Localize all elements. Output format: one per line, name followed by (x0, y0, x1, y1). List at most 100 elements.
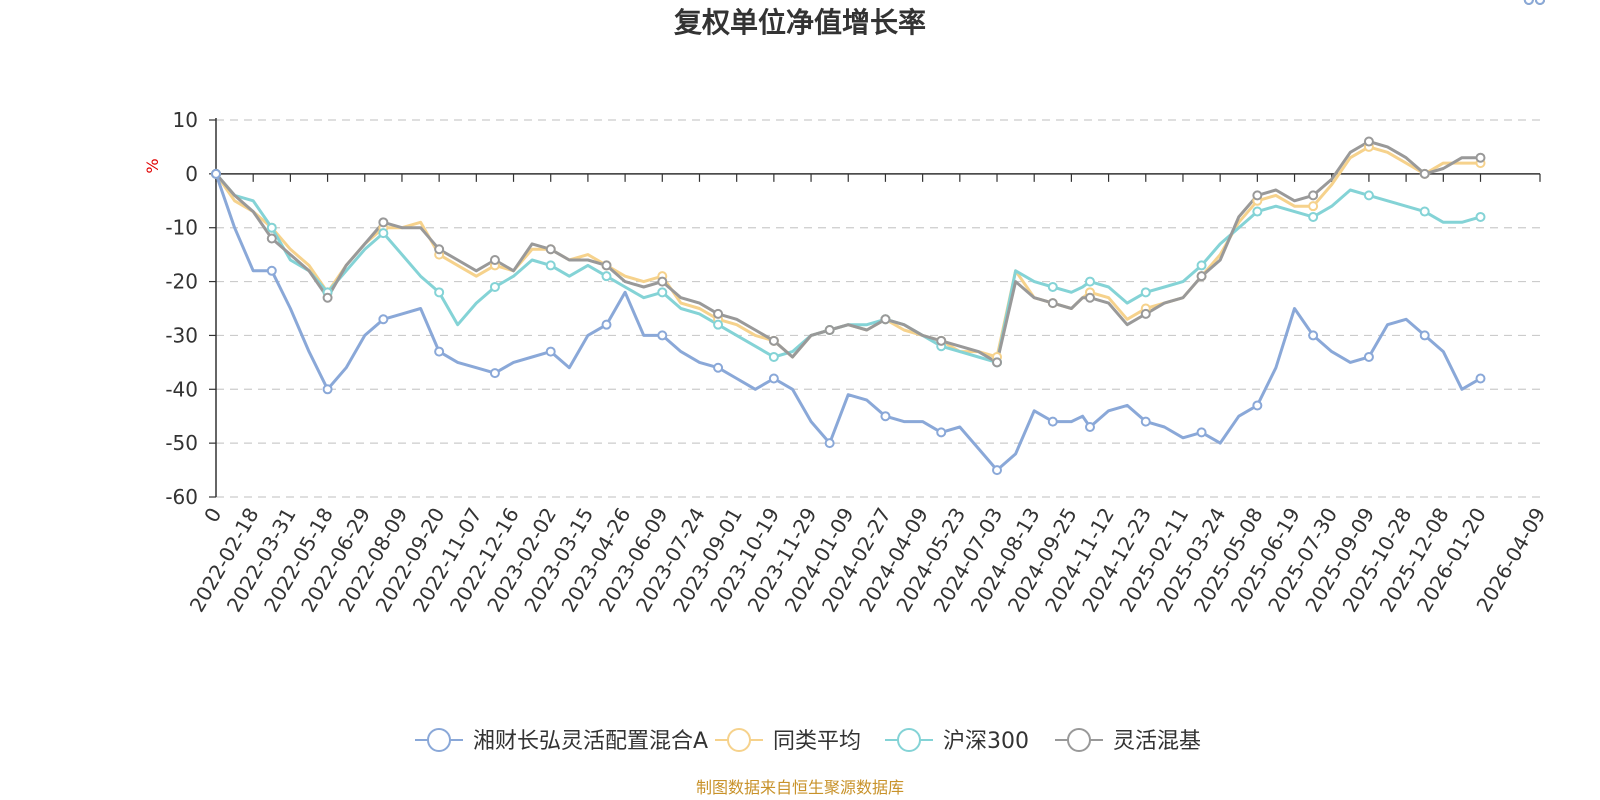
data-point (1308, 190, 1319, 201)
legend-item[interactable]: 灵活混基 (1055, 728, 1201, 754)
data-point (992, 357, 1003, 368)
source-note: 制图数据来自恒生聚源数据库 (696, 778, 904, 797)
data-point (880, 314, 891, 325)
legend-label: 同类平均 (773, 729, 861, 754)
data-point (434, 346, 445, 357)
data-point (1363, 190, 1374, 201)
data-point (1140, 308, 1151, 319)
data-point (434, 287, 445, 298)
data-point (434, 244, 445, 255)
data-point (713, 362, 724, 373)
series-line (214, 140, 1481, 364)
data-point (1308, 330, 1319, 341)
series-lines (214, 140, 1482, 472)
legend-label: 湘财长弘灵活配置混合A (473, 729, 708, 754)
y-tick-label: -30 (165, 323, 198, 347)
x-tick-label: 0 (199, 504, 226, 527)
legend-marker (897, 728, 921, 752)
data-point (1140, 287, 1151, 298)
legend-marker (1067, 728, 1091, 752)
legend-item[interactable]: 沪深300 (885, 728, 1029, 754)
data-point (657, 287, 668, 298)
data-point (992, 465, 1003, 476)
y-tick-labels: 10 0 -10 -20 -30 -40 -50 -60 (165, 108, 198, 509)
data-point (1252, 400, 1263, 411)
data-point (1140, 416, 1151, 427)
data-point (1308, 201, 1319, 212)
y-tick-label: -20 (165, 270, 198, 294)
data-point (880, 411, 891, 422)
data-point (1419, 206, 1430, 217)
data-point (601, 319, 612, 330)
data-point (768, 351, 779, 362)
data-point (601, 260, 612, 271)
data-point (936, 427, 947, 438)
y-tick-label: -10 (165, 216, 198, 240)
data-point (1047, 281, 1058, 292)
legend-label: 沪深300 (943, 729, 1029, 754)
data-point (824, 438, 835, 449)
legend-item[interactable]: 同类平均 (715, 728, 861, 754)
axes (209, 118, 1541, 498)
data-point (1363, 351, 1374, 362)
data-point (1363, 136, 1374, 147)
y-tick-label: -40 (165, 377, 198, 401)
data-point (1084, 276, 1095, 287)
data-point (378, 314, 389, 325)
data-point (657, 330, 668, 341)
data-point (489, 255, 500, 266)
legend[interactable]: 湘财长弘灵活配置混合A 同类平均 沪深300 灵活混基 (415, 728, 1201, 754)
y-tick-label: 10 (173, 108, 198, 132)
data-point (1084, 421, 1095, 432)
data-point (1308, 211, 1319, 222)
legend-marker (427, 728, 451, 752)
data-point (1196, 271, 1207, 282)
data-point (322, 384, 333, 395)
data-point (1252, 190, 1263, 201)
data-point (266, 265, 277, 276)
x-tick-labels: 02022-02-182022-03-312022-05-182022-06-2… (185, 504, 1551, 617)
data-point (768, 373, 779, 384)
data-point (1196, 427, 1207, 438)
legend-marker (727, 728, 751, 752)
data-point (266, 222, 277, 233)
y-axis-unit: % (143, 158, 162, 173)
data-point (545, 244, 556, 255)
data-point (266, 233, 277, 244)
data-point (1535, 0, 1545, 5)
data-point (1084, 292, 1095, 303)
y-tick-label: -60 (165, 485, 198, 509)
data-point (322, 292, 333, 303)
data-point (713, 319, 724, 330)
data-point (1419, 168, 1430, 179)
data-point (1252, 206, 1263, 217)
y-tick-label: 0 (185, 162, 198, 186)
data-point (489, 281, 500, 292)
chart-title: 复权单位净值增长率 (674, 6, 926, 39)
data-point (713, 308, 724, 319)
grid-lines (216, 119, 1540, 498)
data-point (601, 271, 612, 282)
y-tick-label: -50 (165, 431, 198, 455)
data-point (936, 335, 947, 346)
series-markers (211, 0, 1545, 476)
data-point (545, 260, 556, 271)
series-line (214, 172, 1481, 364)
data-point (378, 217, 389, 228)
data-point (824, 325, 835, 336)
data-point (657, 276, 668, 287)
data-point (489, 368, 500, 379)
data-point (1047, 416, 1058, 427)
data-point (1475, 373, 1486, 384)
data-point (1475, 152, 1486, 163)
data-point (1196, 260, 1207, 271)
data-point (545, 346, 556, 357)
series-line (214, 173, 1482, 472)
legend-item[interactable]: 湘财长弘灵活配置混合A (415, 728, 708, 754)
data-point (1475, 211, 1486, 222)
data-point (1523, 0, 1534, 5)
data-point (378, 228, 389, 239)
data-point (768, 335, 779, 346)
data-point (1419, 330, 1430, 341)
